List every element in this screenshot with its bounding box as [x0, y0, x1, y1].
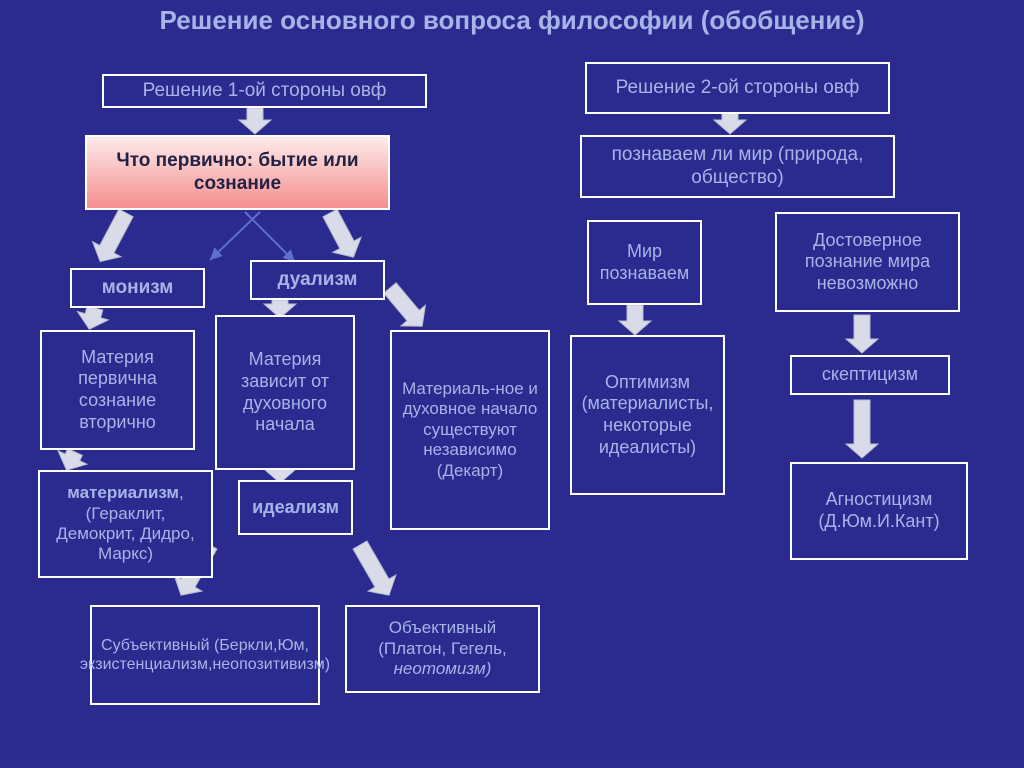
node-n14: материализм, (Гераклит, Демокрит, Дидро,… [38, 470, 213, 578]
diagram-title: Решение основного вопроса философии (обо… [0, 6, 1024, 36]
node-n10: Материя зависит от духовного начала [215, 315, 355, 470]
node-n9: Материя первична сознание вторично [40, 330, 195, 450]
arrow-block-6 [378, 278, 435, 337]
arrow-block-3 [316, 205, 368, 264]
arrow-block-13 [346, 537, 403, 603]
arrow-block-2 [86, 205, 140, 269]
node-n16: Агностицизм (Д.Юм.И.Кант) [790, 462, 968, 560]
arrow-block-1 [714, 112, 746, 134]
node-n2: Решение 2-ой стороны овф [585, 62, 890, 114]
node-n1: Решение 1-ой стороны овф [102, 74, 427, 108]
node-n15: идеализм [238, 480, 353, 535]
node-n5: монизм [70, 268, 205, 308]
node-n3: Что первично: бытие или сознание [85, 135, 390, 210]
arrow-block-7 [619, 305, 651, 335]
arrow-block-0 [239, 108, 271, 134]
arrow-block-8 [846, 315, 878, 353]
arrow-thin-0 [245, 212, 295, 262]
node-n18: Объективный (Платон, Гегель, неотомизм) [345, 605, 540, 693]
arrow-thin-1 [210, 212, 260, 260]
arrow-block-4 [74, 304, 111, 334]
node-n8: Достоверное познание мира невозможно [775, 212, 960, 312]
arrow-block-9 [846, 400, 878, 458]
node-n13: скептицизм [790, 355, 950, 395]
node-n17: Субъективный (Беркли,Юм, экзистенциализм… [90, 605, 320, 705]
node-n7: Мир познаваем [587, 220, 702, 305]
node-n4: познаваем ли мир (природа, общество) [580, 135, 895, 198]
node-n12: Оптимизм (материалисты, некоторые идеали… [570, 335, 725, 495]
node-n11: Материаль-ное и духовное начало существу… [390, 330, 550, 530]
node-n6: дуализм [250, 260, 385, 300]
